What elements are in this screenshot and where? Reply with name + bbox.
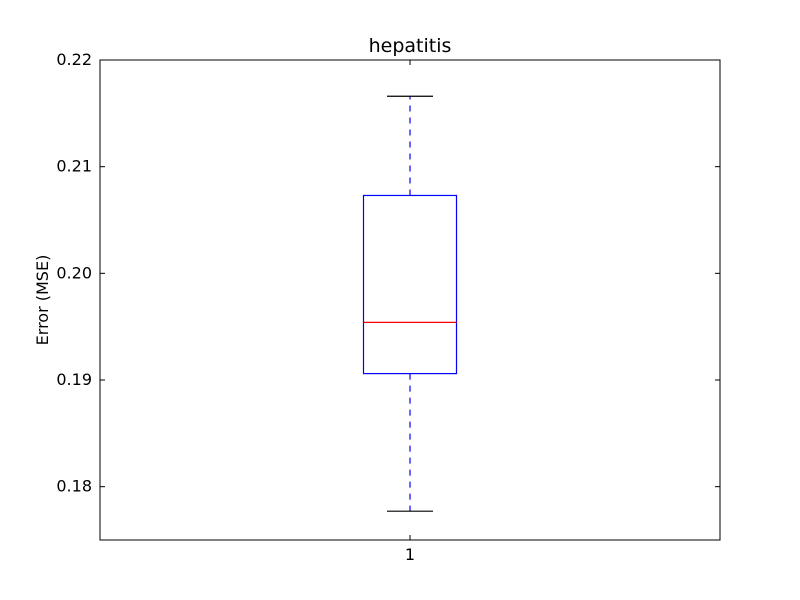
y-tick-label: 0.21 — [56, 157, 92, 176]
plot-frame — [99, 59, 721, 541]
y-tick-label: 0.18 — [56, 477, 92, 496]
axis-ticks: 0.18 0.19 0.20 0.21 0.22 1 — [56, 50, 720, 564]
y-axis-label: Error (MSE) — [33, 255, 52, 346]
chart-title: hepatitis — [369, 35, 452, 57]
y-tick-label: 0.19 — [56, 370, 92, 389]
x-tick-label: 1 — [405, 545, 415, 564]
iqr-box — [362, 194, 458, 375]
box-elements — [362, 95, 458, 512]
y-tick-label: 0.22 — [56, 50, 92, 69]
y-tick-label: 0.20 — [56, 263, 92, 282]
